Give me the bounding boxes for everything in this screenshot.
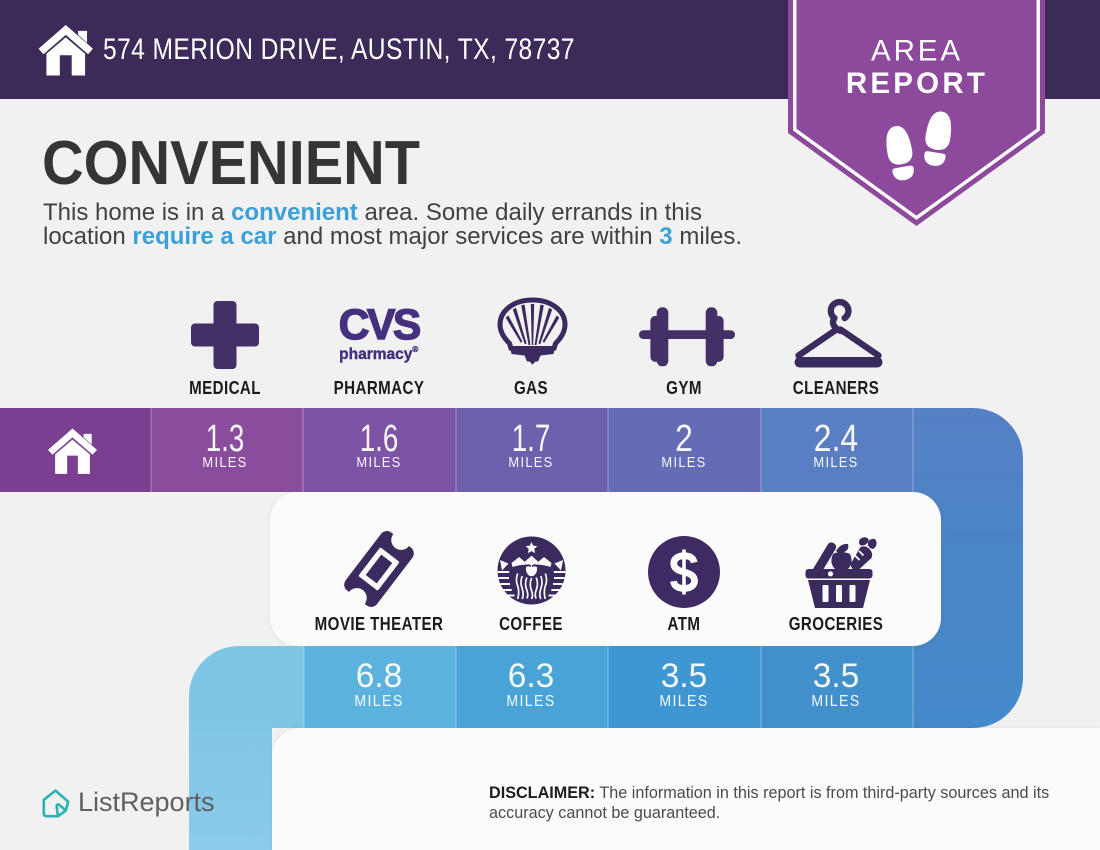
svg-text:AREA: AREA — [871, 35, 963, 68]
svg-text:REPORT: REPORT — [846, 67, 988, 100]
